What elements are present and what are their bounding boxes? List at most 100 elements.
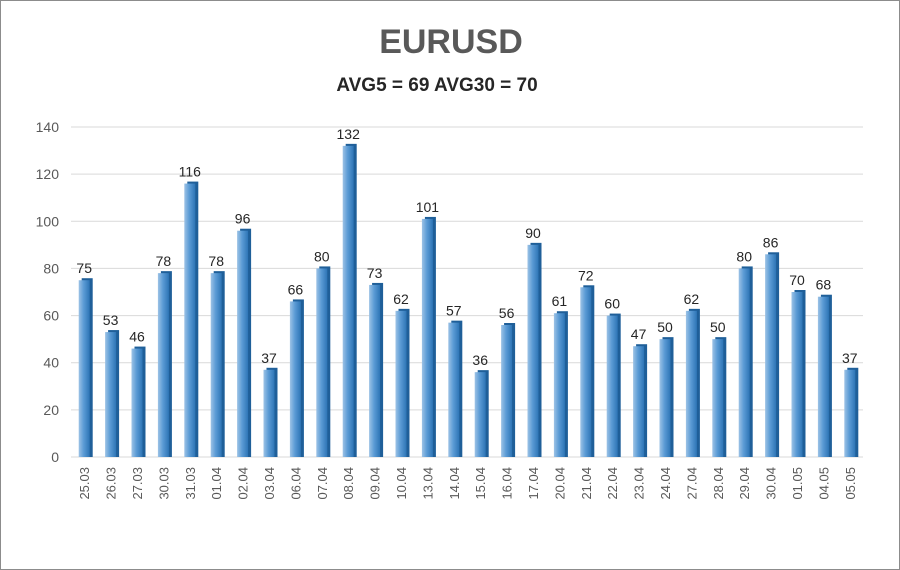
- bar: [501, 325, 513, 457]
- x-tick-label: 15.04: [473, 467, 488, 500]
- x-tick-label: 02.04: [236, 467, 251, 500]
- y-tick-label: 100: [36, 213, 60, 229]
- data-label: 90: [525, 225, 541, 241]
- bar: [527, 244, 539, 457]
- data-label: 61: [552, 293, 568, 309]
- bar: [817, 296, 829, 457]
- x-tick-label: 03.04: [262, 467, 277, 500]
- x-tick-label: 20.04: [552, 467, 567, 500]
- data-label: 56: [499, 305, 515, 321]
- data-label: 86: [763, 234, 779, 250]
- data-label: 62: [684, 291, 700, 307]
- chart-title: EURUSD: [379, 23, 523, 61]
- x-tick-label: 29.04: [737, 467, 752, 500]
- bar: [553, 313, 565, 457]
- data-label: 70: [789, 272, 805, 288]
- data-label: 47: [631, 326, 647, 342]
- data-label: 46: [129, 329, 145, 345]
- data-label: 37: [842, 350, 858, 366]
- bar: [606, 315, 618, 457]
- x-tick-label: 27.03: [130, 467, 145, 500]
- bar: [342, 145, 354, 457]
- bar: [738, 268, 750, 457]
- x-tick-label: 04.05: [816, 467, 831, 500]
- bar: [237, 230, 249, 457]
- x-tick-label: 26.03: [104, 467, 119, 500]
- bar: [844, 369, 856, 457]
- data-label: 116: [179, 164, 202, 180]
- bar: [157, 273, 169, 457]
- bar: [448, 322, 460, 457]
- x-tick-label: 25.03: [77, 467, 92, 500]
- data-label: 96: [235, 211, 251, 227]
- x-tick-label: 05.05: [843, 467, 858, 500]
- data-label: 78: [208, 253, 224, 269]
- data-label: 60: [604, 296, 620, 312]
- data-label: 62: [393, 291, 409, 307]
- y-tick-label: 120: [36, 166, 60, 182]
- bar: [685, 310, 697, 457]
- data-label: 36: [472, 352, 488, 368]
- bar: [184, 183, 196, 458]
- data-label: 72: [578, 267, 594, 283]
- data-label: 75: [76, 260, 92, 276]
- x-tick-label: 08.04: [341, 467, 356, 500]
- bar: [263, 369, 275, 457]
- y-tick-label: 140: [36, 119, 60, 135]
- data-label: 37: [261, 350, 277, 366]
- x-tick-label: 10.04: [394, 467, 409, 500]
- x-tick-label: 27.04: [684, 467, 699, 500]
- bar: [395, 310, 407, 457]
- x-tick-label: 01.05: [790, 467, 805, 500]
- x-tick-label: 30.03: [156, 467, 171, 500]
- y-tick-label: 0: [51, 449, 59, 465]
- bar: [131, 348, 143, 457]
- data-label: 50: [710, 319, 726, 335]
- x-tick-label: 30.04: [764, 467, 779, 500]
- bar: [659, 339, 671, 457]
- x-tick-label: 22.04: [605, 467, 620, 500]
- data-label: 68: [816, 277, 832, 293]
- bar: [791, 292, 803, 457]
- data-label: 80: [314, 248, 330, 264]
- data-label: 66: [288, 281, 304, 297]
- x-tick-label: 09.04: [368, 467, 383, 500]
- data-label: 73: [367, 265, 383, 281]
- bar: [105, 332, 117, 457]
- bar: [474, 372, 486, 457]
- x-tick-label: 13.04: [420, 467, 435, 500]
- bar: [421, 218, 433, 457]
- bar: [78, 280, 90, 457]
- data-label: 78: [156, 253, 172, 269]
- bar: [580, 287, 592, 457]
- x-tick-label: 14.04: [447, 467, 462, 500]
- bar: [712, 339, 724, 457]
- bar: [765, 254, 777, 457]
- data-label: 57: [446, 303, 462, 319]
- x-tick-label: 17.04: [526, 467, 541, 500]
- x-tick-label: 28.04: [711, 467, 726, 500]
- y-tick-label: 60: [43, 308, 59, 324]
- bar: [633, 346, 645, 457]
- y-tick-label: 80: [43, 260, 59, 276]
- y-tick-label: 40: [43, 355, 59, 371]
- data-label: 50: [657, 319, 673, 335]
- x-tick-label: 06.04: [288, 467, 303, 500]
- chart-subtitle: AVG5 = 69 AVG30 = 70: [336, 75, 538, 96]
- data-label: 80: [736, 248, 752, 264]
- bar: [210, 273, 222, 457]
- bar: [316, 268, 328, 457]
- x-tick-label: 21.04: [579, 467, 594, 500]
- bar: [369, 284, 381, 457]
- x-tick-label: 23.04: [632, 467, 647, 500]
- x-tick-label: 31.03: [183, 467, 198, 500]
- bar: [289, 301, 301, 457]
- y-tick-label: 20: [43, 402, 59, 418]
- x-tick-label: 01.04: [209, 467, 224, 500]
- data-label: 101: [416, 199, 440, 215]
- x-tick-label: 24.04: [658, 467, 673, 500]
- x-tick-label: 16.04: [500, 467, 515, 500]
- data-label: 53: [103, 312, 119, 328]
